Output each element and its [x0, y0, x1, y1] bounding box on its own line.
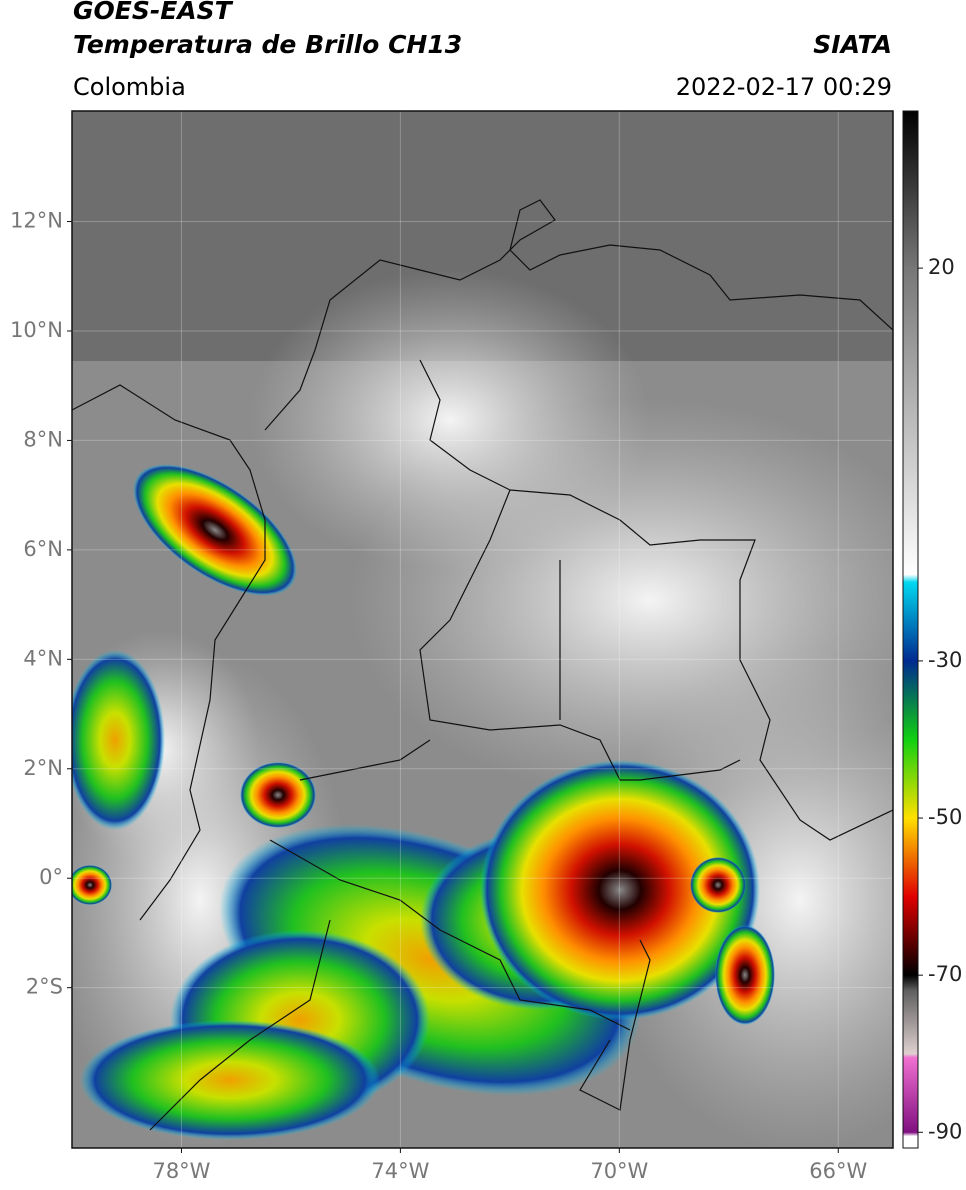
lat-tick-label: 2°S	[26, 975, 63, 999]
colorbar: 20 -30 -50 -70 -90	[903, 111, 962, 1148]
colorbar-tick-label: -90	[928, 1119, 962, 1143]
map-image	[72, 111, 893, 1148]
lat-tick-label: 6°N	[23, 537, 63, 561]
grid	[72, 111, 893, 1148]
lat-tick-label: 12°N	[10, 209, 63, 233]
colorbar-tick-label: -50	[928, 805, 962, 829]
title: GOES-EAST	[73, 0, 234, 25]
lon-tick-label: 70°W	[590, 1159, 648, 1183]
colorbar-tick-label: -70	[928, 962, 962, 986]
lon-tick-label: 66°W	[809, 1159, 867, 1183]
lat-tick-label: 10°N	[10, 318, 63, 342]
colorbar-tick-label: -30	[928, 648, 962, 672]
colorbar-tick-label: 20	[928, 255, 955, 279]
lat-tick-label: 4°N	[23, 646, 63, 670]
lat-tick-label: 8°N	[23, 427, 63, 451]
subtitle: Temperatura de Brillo CH13	[73, 30, 462, 59]
source: SIATA	[813, 30, 892, 59]
lon-tick-label: 78°W	[152, 1159, 210, 1183]
region: Colombia	[73, 73, 186, 101]
map-frame	[71, 110, 894, 1149]
colorbar-fill	[903, 111, 918, 1148]
lat-tick-label: 2°N	[23, 756, 63, 780]
lon-tick-label: 74°W	[371, 1159, 429, 1183]
colorbar-frame	[902, 110, 919, 1149]
lat-tick-label: 0°	[39, 865, 63, 889]
datetime: 2022-02-17 00:29	[676, 73, 892, 101]
